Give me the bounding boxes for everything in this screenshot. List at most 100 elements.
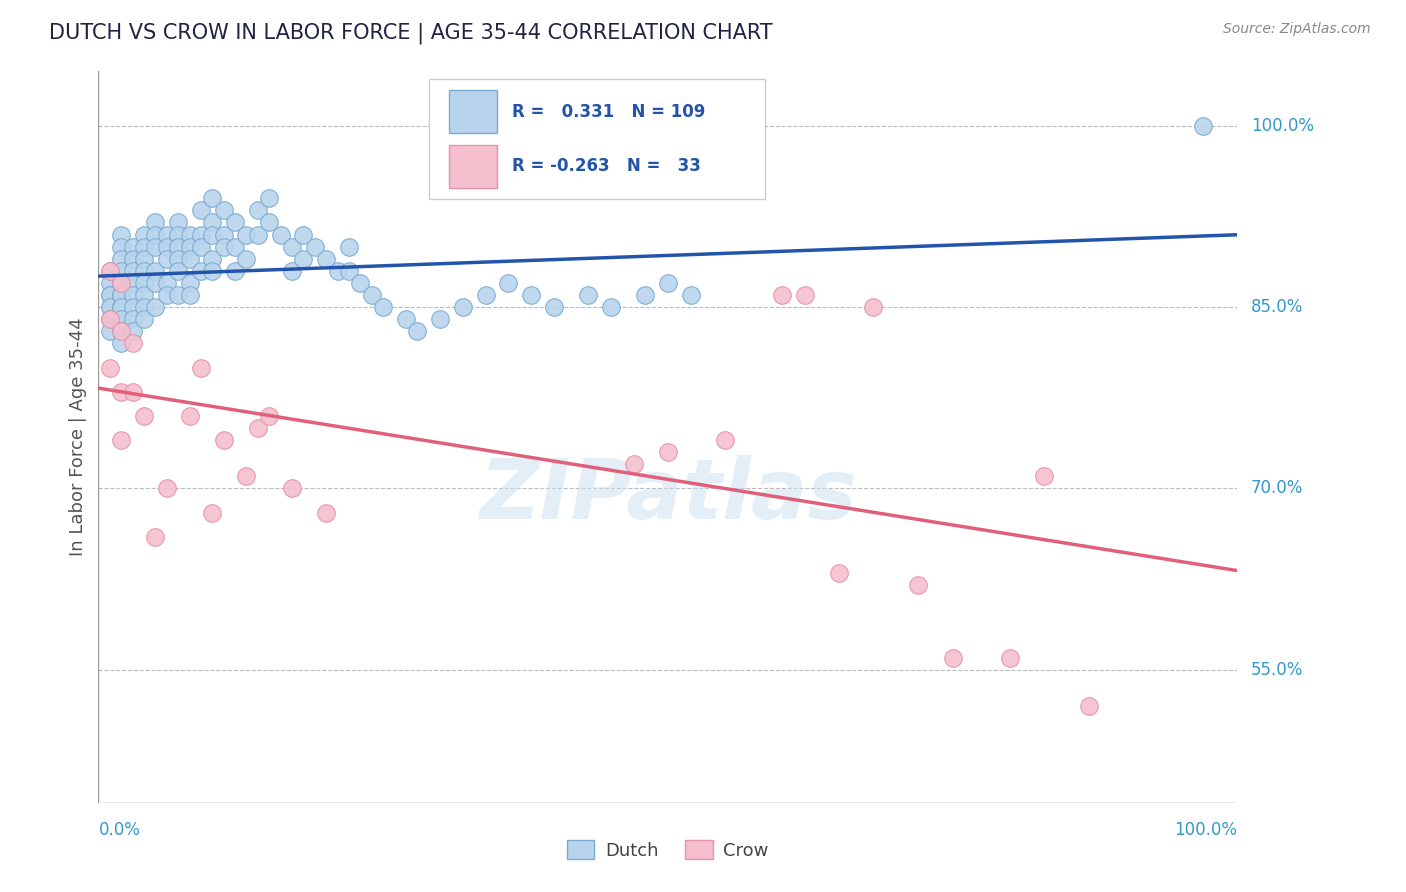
FancyBboxPatch shape bbox=[449, 90, 498, 133]
Point bbox=[145, 240, 167, 254]
Point bbox=[179, 276, 201, 290]
Point bbox=[451, 300, 474, 314]
Point bbox=[326, 264, 349, 278]
Point bbox=[98, 312, 121, 326]
Point bbox=[179, 409, 201, 423]
Point bbox=[793, 288, 815, 302]
Point bbox=[132, 288, 155, 302]
Point bbox=[98, 312, 121, 326]
Point bbox=[179, 252, 201, 266]
Point bbox=[201, 191, 224, 205]
Point bbox=[1032, 469, 1054, 483]
Point bbox=[110, 324, 132, 338]
Point bbox=[190, 227, 212, 242]
Point bbox=[212, 203, 235, 218]
Point bbox=[110, 300, 132, 314]
Point bbox=[98, 360, 121, 375]
Point bbox=[212, 240, 235, 254]
Y-axis label: In Labor Force | Age 35-44: In Labor Force | Age 35-44 bbox=[69, 318, 87, 557]
Point bbox=[121, 252, 143, 266]
Point bbox=[246, 227, 269, 242]
Point bbox=[156, 240, 179, 254]
Point bbox=[246, 203, 269, 218]
Point bbox=[474, 288, 496, 302]
Point bbox=[167, 264, 190, 278]
Point bbox=[337, 264, 360, 278]
Point bbox=[121, 384, 143, 399]
Point bbox=[315, 506, 337, 520]
Point bbox=[224, 240, 246, 254]
Legend: Dutch, Crow: Dutch, Crow bbox=[560, 833, 776, 867]
Point bbox=[121, 288, 143, 302]
Point bbox=[623, 457, 645, 471]
Point bbox=[167, 215, 190, 229]
Point bbox=[406, 324, 429, 338]
Text: R = -0.263   N =   33: R = -0.263 N = 33 bbox=[512, 158, 700, 176]
Point bbox=[110, 240, 132, 254]
Point bbox=[281, 240, 304, 254]
Point bbox=[634, 288, 657, 302]
Point bbox=[110, 288, 132, 302]
Point bbox=[201, 215, 224, 229]
Point bbox=[201, 227, 224, 242]
Point bbox=[224, 215, 246, 229]
Point bbox=[246, 421, 269, 435]
Point bbox=[498, 276, 520, 290]
Point bbox=[121, 276, 143, 290]
Point bbox=[156, 252, 179, 266]
Point bbox=[907, 578, 929, 592]
Text: 100.0%: 100.0% bbox=[1251, 117, 1315, 135]
Point bbox=[121, 312, 143, 326]
Point bbox=[167, 240, 190, 254]
Text: ZIPatlas: ZIPatlas bbox=[479, 455, 856, 536]
Point bbox=[145, 276, 167, 290]
Point bbox=[98, 264, 121, 278]
Point bbox=[121, 240, 143, 254]
Point bbox=[235, 252, 257, 266]
Point bbox=[714, 433, 737, 447]
Point bbox=[201, 252, 224, 266]
Point bbox=[281, 482, 304, 496]
Point bbox=[998, 650, 1021, 665]
Point bbox=[259, 191, 281, 205]
Point bbox=[395, 312, 418, 326]
Point bbox=[145, 530, 167, 544]
Text: DUTCH VS CROW IN LABOR FORCE | AGE 35-44 CORRELATION CHART: DUTCH VS CROW IN LABOR FORCE | AGE 35-44… bbox=[49, 22, 773, 44]
Point bbox=[110, 433, 132, 447]
Point bbox=[98, 300, 121, 314]
Point bbox=[235, 227, 257, 242]
Point bbox=[828, 566, 851, 580]
Point bbox=[520, 288, 543, 302]
Point bbox=[942, 650, 965, 665]
Text: 0.0%: 0.0% bbox=[98, 821, 141, 839]
Point bbox=[98, 324, 121, 338]
Point bbox=[190, 360, 212, 375]
Point bbox=[98, 288, 121, 302]
Point bbox=[110, 312, 132, 326]
Point bbox=[304, 240, 326, 254]
Point bbox=[132, 312, 155, 326]
Point bbox=[132, 300, 155, 314]
Point bbox=[156, 288, 179, 302]
Point bbox=[110, 288, 132, 302]
Point bbox=[190, 240, 212, 254]
Point bbox=[145, 215, 167, 229]
Point bbox=[212, 433, 235, 447]
Point bbox=[657, 445, 679, 459]
Point bbox=[212, 227, 235, 242]
Point bbox=[224, 264, 246, 278]
Point bbox=[270, 227, 292, 242]
Point bbox=[337, 240, 360, 254]
Point bbox=[543, 300, 565, 314]
Point bbox=[98, 300, 121, 314]
Point bbox=[1192, 119, 1215, 133]
Text: Source: ZipAtlas.com: Source: ZipAtlas.com bbox=[1223, 22, 1371, 37]
Text: 55.0%: 55.0% bbox=[1251, 661, 1303, 679]
Point bbox=[98, 288, 121, 302]
FancyBboxPatch shape bbox=[449, 145, 498, 188]
Point bbox=[657, 276, 679, 290]
Point bbox=[349, 276, 371, 290]
Point bbox=[679, 288, 702, 302]
Point bbox=[121, 324, 143, 338]
Point bbox=[110, 336, 132, 351]
